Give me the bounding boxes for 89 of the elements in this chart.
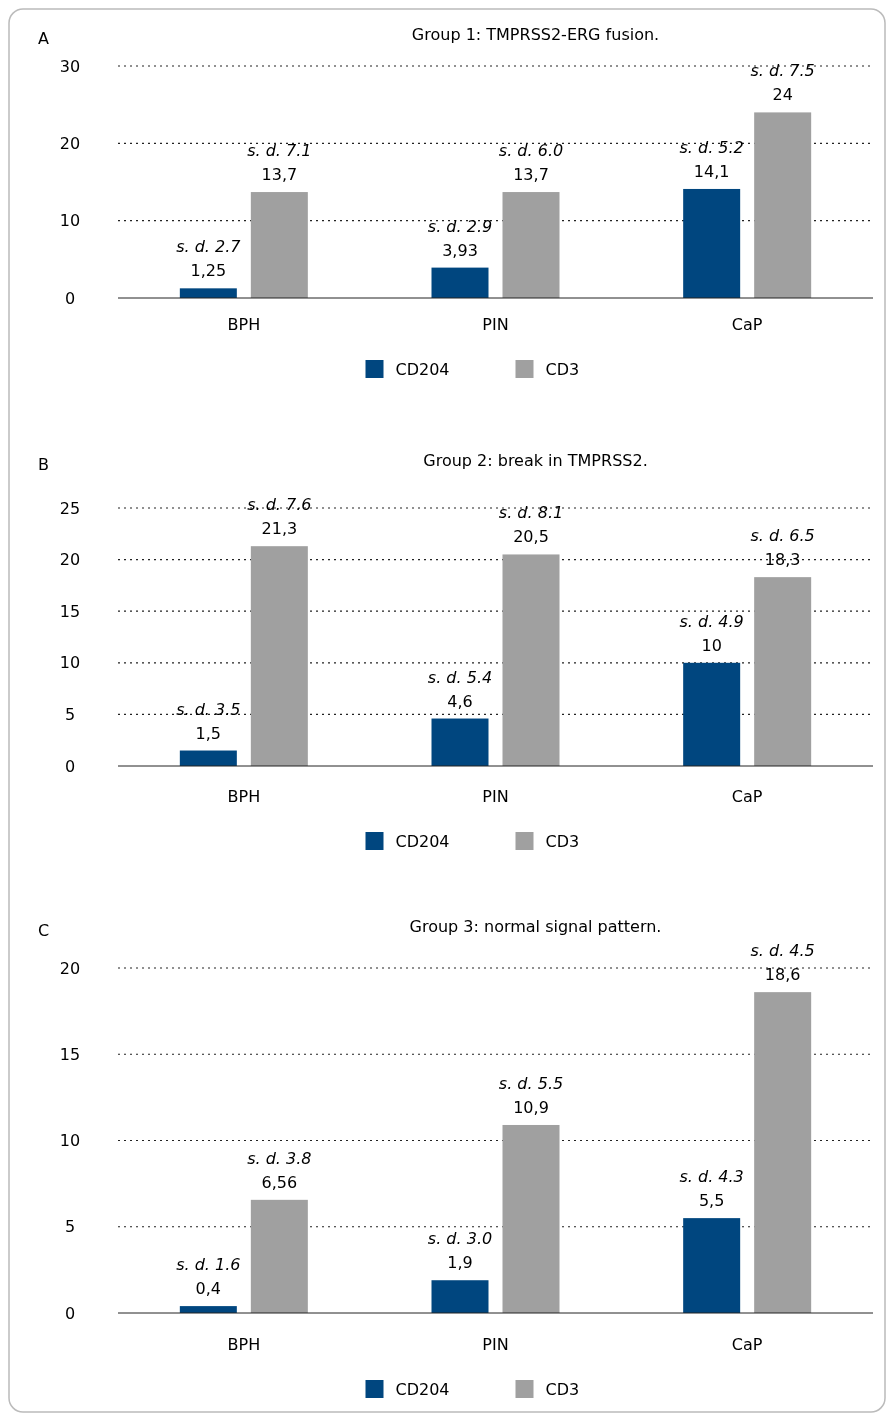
data-label: 10	[701, 635, 722, 655]
bar	[250, 1199, 308, 1313]
data-label: 13,7	[261, 165, 298, 185]
annotation: s. d. 2.7	[176, 237, 242, 257]
text: C	[38, 921, 50, 940]
annotation: s. d. 7.1	[247, 141, 312, 161]
x-tick-label: BPH	[227, 1335, 261, 1354]
bar	[502, 1124, 560, 1313]
annotation: s. d. 7.5	[750, 61, 815, 81]
legend-label: CD204	[395, 1379, 450, 1399]
x-tick-label: PIN	[482, 787, 509, 806]
legend-label: CD204	[395, 359, 450, 379]
y-tick-label: 15	[59, 1044, 81, 1064]
annotation: s. d. 3.5	[176, 699, 241, 719]
annotation: s. d. 6.0	[498, 141, 564, 161]
y-tick-label: 0	[64, 288, 76, 308]
annotation: s. d. 3.8	[247, 1148, 312, 1168]
x-tick-label: CaP	[731, 315, 763, 334]
x-tick-label: CaP	[731, 787, 763, 806]
annotation: s. d. 5.5	[498, 1073, 564, 1093]
data-label: 14,1	[693, 161, 730, 181]
bar	[683, 1218, 741, 1313]
data-label: 21,3	[261, 519, 298, 539]
y-tick-label: 20	[59, 958, 81, 978]
annotation: s. d. 5.4	[427, 667, 493, 687]
chart-title: Group 3: normal signal pattern.	[409, 917, 662, 936]
bar	[250, 192, 308, 298]
y-tick-label: 15	[59, 601, 81, 621]
data-label: 4,6	[447, 691, 473, 711]
legend-label: CD3	[545, 1379, 580, 1399]
bar	[431, 718, 489, 766]
bar	[754, 112, 812, 298]
x-tick-label: BPH	[227, 787, 261, 806]
text: B	[38, 455, 49, 474]
annotation: s. d. 2.9	[427, 216, 493, 236]
annotation: s. d. 5.2	[679, 137, 744, 157]
text: A	[38, 29, 49, 48]
data-label: 6,56	[261, 1172, 298, 1192]
bar	[431, 267, 489, 298]
legend-label: CD3	[545, 831, 580, 851]
bar	[683, 662, 741, 766]
annotation: s. d. 3.0	[427, 1229, 493, 1249]
x-tick-label: BPH	[227, 315, 261, 334]
annotation: s. d. 4.3	[679, 1167, 744, 1187]
bar	[179, 288, 237, 298]
y-tick-label: 25	[59, 498, 81, 518]
annotation: s. d. 7.6	[247, 495, 312, 515]
bar	[431, 1280, 489, 1313]
data-label: 13,7	[513, 165, 549, 185]
y-tick-label: 0	[64, 1303, 76, 1323]
y-tick-label: 10	[59, 1131, 81, 1151]
data-label: 3,93	[442, 240, 478, 260]
legend-label: CD204	[395, 831, 450, 851]
legend-label: CD3	[545, 359, 580, 379]
data-label: 1,5	[195, 723, 222, 743]
bar	[502, 554, 560, 766]
data-label: 20,5	[513, 527, 549, 547]
data-label: 10,9	[513, 1097, 549, 1117]
y-tick-label: 20	[59, 550, 81, 570]
y-tick-label: 10	[59, 211, 81, 231]
annotation: s. d. 6.5	[750, 526, 815, 546]
data-label: 24	[772, 85, 793, 105]
y-tick-label: 5	[64, 1217, 76, 1237]
data-label: 1,25	[190, 261, 227, 281]
annotation: s. d. 1.6	[176, 1255, 241, 1275]
annotation: s. d. 8.1	[498, 503, 564, 523]
x-tick-label: CaP	[731, 1335, 763, 1354]
y-tick-label: 10	[59, 653, 81, 673]
text: s. d. 4.5	[750, 941, 815, 961]
annotation: s. d. 4.9	[679, 611, 744, 631]
y-tick-label: 5	[64, 705, 76, 724]
data-label: 18,3	[764, 550, 801, 570]
bar	[250, 546, 308, 766]
y-tick-label: 30	[59, 56, 81, 76]
chart-title: Group 2: break in TMPRSS2.	[423, 451, 648, 470]
data-label: 0,4	[195, 1279, 222, 1299]
y-tick-label: 20	[59, 133, 81, 153]
x-tick-label: PIN	[482, 315, 509, 334]
data-label: 5,5	[698, 1191, 725, 1211]
data-label: 18,6	[764, 965, 801, 985]
data-label: 1,9	[447, 1253, 473, 1273]
bar	[754, 992, 812, 1313]
y-tick-label: 0	[64, 756, 76, 776]
bar	[179, 750, 237, 766]
x-tick-label: PIN	[482, 1335, 509, 1354]
bar	[754, 577, 812, 766]
bar	[683, 188, 741, 298]
bar	[502, 192, 560, 298]
chart-title: Group 1: TMPRSS2-ERG fusion.	[411, 25, 660, 44]
